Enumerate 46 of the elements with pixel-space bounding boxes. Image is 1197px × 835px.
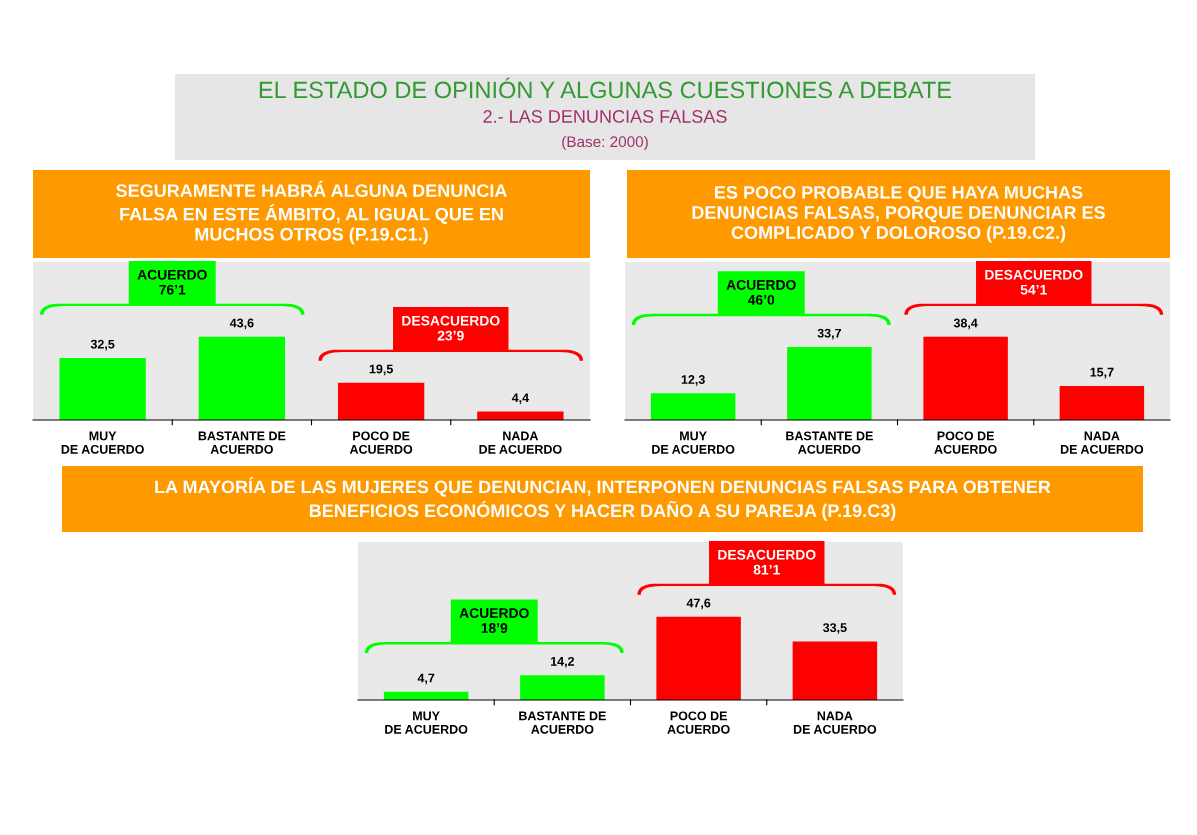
data-label: 19,5 — [369, 364, 393, 376]
data-label: 33,7 — [817, 328, 841, 340]
bar — [787, 347, 872, 420]
bar — [792, 641, 878, 700]
chart-title: SEGURAMENTE HABRÁ ALGUNA DENUNCIA FALSA EN ESTE ÁMBITO, AL IGUAL QUE EN MUCHOS OTROS (P.19.C1.) — [116, 180, 507, 245]
x-tick-label: MUY DE ACUERDO — [385, 711, 468, 734]
annotation: ACUERDO 18’9 — [459, 608, 529, 633]
bar — [198, 336, 286, 420]
text: DESACUERDO 81’1 — [718, 549, 816, 575]
data-label: 47,6 — [686, 598, 711, 610]
x-tick-label: NADA DE ACUERDO — [479, 431, 562, 454]
text: ACUERDO 46’0 — [726, 279, 796, 305]
x-tick-label: POCO DE ACUERDO — [667, 711, 730, 734]
bar — [656, 616, 741, 700]
text: (Base: 2000) — [562, 135, 648, 151]
data-label: 4,4 — [511, 393, 529, 405]
x-tick-label: POCO DE ACUERDO — [349, 431, 413, 454]
x-tick-label: BASTANTE DE ACUERDO — [519, 711, 606, 734]
bar — [1059, 386, 1145, 420]
data-label: 14,2 — [551, 656, 575, 668]
bar — [337, 382, 425, 420]
text: EL ESTADO DE OPINIÓN Y ALGUNAS CUESTIONES A DEBATE — [259, 77, 952, 99]
bar — [650, 393, 736, 420]
data-label: 12,3 — [681, 375, 705, 386]
data-label: 32,5 — [90, 339, 115, 351]
data-label: 15,7 — [1090, 367, 1114, 379]
annotation: DESACUERDO 23’9 — [402, 315, 500, 341]
text: 2.- LAS DENUNCIAS FALSAS — [483, 110, 727, 123]
x-tick-label: BASTANTE DE ACUERDO — [786, 431, 873, 454]
text: ACUERDO 76’1 — [137, 269, 207, 295]
text: DESACUERDO 54’1 — [985, 269, 1083, 295]
data-label: 33,5 — [823, 623, 847, 634]
data-label: 43,6 — [229, 318, 254, 330]
x-tick-label: MUY DE ACUERDO — [652, 431, 735, 454]
x-tick-label: NADA DE ACUERDO — [793, 711, 877, 734]
x-tick-label: BASTANTE DE ACUERDO — [198, 431, 286, 454]
x-tick-label: MUY DE ACUERDO — [61, 431, 144, 454]
chart-title: LA MAYORÍA DE LAS MUJERES QUE DENUNCIAN, INTERPONEN DENUNCIAS FALSAS PARA OBTENER BENEFICIOS ECONÓMICOS Y HACER DAÑO A SU PAREJA (P.19.C3) — [155, 477, 1051, 521]
x-tick-label: POCO DE ACUERDO — [934, 431, 997, 454]
bar — [520, 675, 605, 700]
x-tick-label: NADA DE ACUERDO — [1060, 431, 1144, 454]
bar — [59, 358, 146, 420]
data-label: 38,4 — [953, 318, 978, 330]
bar — [923, 336, 1008, 420]
data-label: 4,7 — [417, 673, 435, 685]
chart-title: ES POCO PROBABLE QUE HAYA MUCHAS DENUNCIAS FALSAS, PORQUE DENUNCIAR ES COMPLICADO Y DOLOROSO (P.19.C2.) — [692, 185, 1105, 243]
